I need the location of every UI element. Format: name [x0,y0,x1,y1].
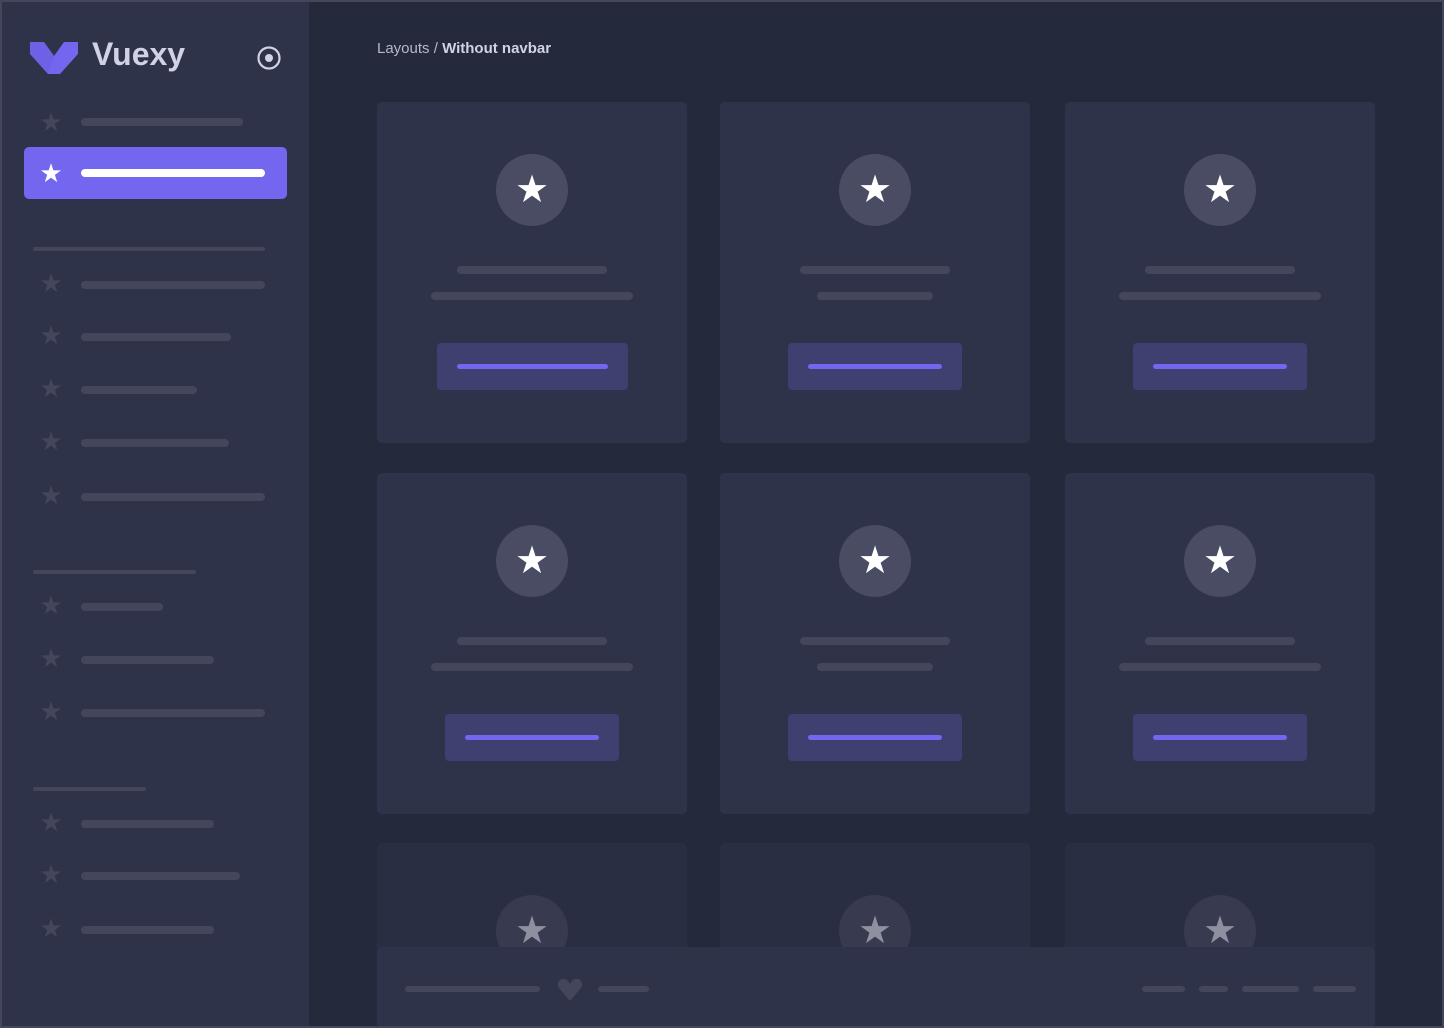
brand-name: Vuexy [92,36,186,72]
star-icon: ★ [39,480,63,510]
sidebar-item[interactable] [81,493,265,501]
sidebar-item[interactable] [81,281,265,289]
heart-icon [557,978,583,1001]
card-title [457,637,607,645]
star-icon: ★ [39,426,63,456]
card-text [431,663,633,671]
sidebar-item-label [81,169,265,177]
star-icon: ★ [496,525,568,597]
sidebar-item-active[interactable]: ★ [24,147,287,199]
breadcrumb-parent[interactable]: Layouts [377,40,430,57]
card-button[interactable] [445,714,619,761]
card-button[interactable] [1133,714,1307,761]
breadcrumb-separator: / [429,40,443,57]
star-icon: ★ [39,696,63,726]
breadcrumb: Layouts / Without navbar [377,40,551,57]
card-title [800,266,950,274]
star-icon: ★ [39,320,63,350]
star-icon: ★ [39,158,63,188]
footer-text [598,986,649,992]
star-icon: ★ [39,913,63,943]
card-text [817,292,933,300]
footer-link[interactable] [1142,986,1185,992]
card-title [1145,266,1295,274]
section-divider [33,787,146,791]
sidebar-item[interactable] [81,118,243,126]
card-button[interactable] [436,343,628,390]
star-icon: ★ [39,107,63,137]
sidebar-item[interactable] [81,820,214,828]
card-text [1119,292,1321,300]
star-icon: ★ [839,525,911,597]
card: ★ [1065,102,1375,443]
card: ★ [377,102,687,443]
radio-circle-icon[interactable] [256,45,282,71]
star-icon: ★ [1184,154,1256,226]
star-icon: ★ [39,373,63,403]
card-title [457,266,607,274]
card: ★ [377,473,687,814]
star-icon: ★ [39,590,63,620]
card-text [1119,663,1321,671]
sidebar-item[interactable] [81,926,214,934]
sidebar-item[interactable] [81,386,197,394]
card-button[interactable] [788,343,962,390]
card: ★ [720,473,1030,814]
card-text [817,663,933,671]
section-divider [33,570,196,574]
sidebar: Vuexy ★ ★ ★ ★ ★ ★ ★ ★ ★ ★ ★ ★ ★ [2,2,309,1026]
card: ★ [720,102,1030,443]
card-title [1145,637,1295,645]
footer-link[interactable] [1199,986,1228,992]
star-icon: ★ [496,154,568,226]
breadcrumb-current: Without navbar [442,40,552,57]
star-icon: ★ [39,268,63,298]
card-button[interactable] [1133,343,1307,390]
footer-link[interactable] [1242,986,1299,992]
star-icon: ★ [1184,525,1256,597]
star-icon: ★ [839,154,911,226]
card-text [431,292,633,300]
footer-text [405,986,540,992]
card-button[interactable] [788,714,962,761]
sidebar-item[interactable] [81,709,265,717]
sidebar-item[interactable] [81,333,231,341]
section-divider [33,247,265,251]
sidebar-item[interactable] [81,603,163,611]
brand-logo-icon [30,42,78,74]
footer [377,947,1375,1026]
sidebar-item[interactable] [81,439,229,447]
sidebar-item[interactable] [81,656,214,664]
footer-link[interactable] [1313,986,1356,992]
card-title [800,637,950,645]
sidebar-item[interactable] [81,872,240,880]
card: ★ [1065,473,1375,814]
star-icon: ★ [39,807,63,837]
star-icon: ★ [39,643,63,673]
star-icon: ★ [39,859,63,889]
